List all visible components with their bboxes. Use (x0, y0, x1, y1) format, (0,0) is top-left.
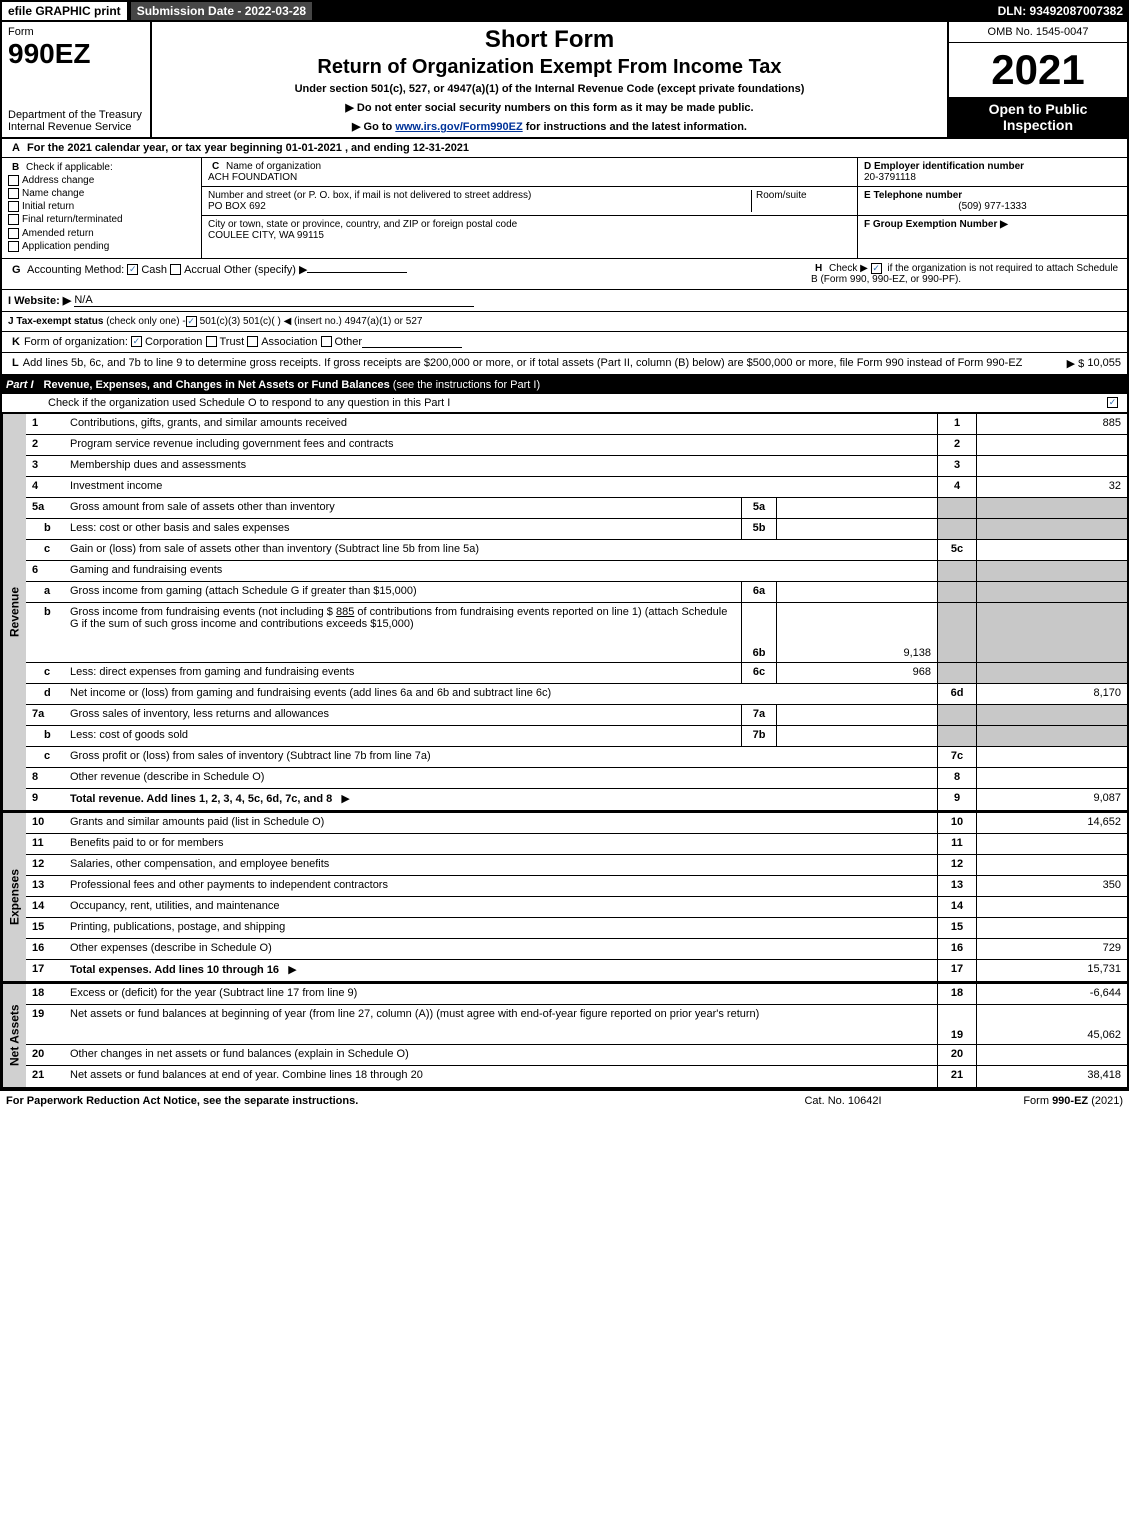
gross-receipts: 10,055 (1087, 357, 1121, 370)
revenue-side-label: Revenue (2, 414, 26, 810)
val-16: 729 (977, 939, 1127, 959)
chk-name[interactable] (8, 188, 19, 199)
expenses-table: Expenses 10Grants and similar amounts pa… (0, 812, 1129, 983)
chk-501c3[interactable]: ✓ (186, 316, 197, 327)
form-number: 990EZ (8, 38, 91, 69)
val-5c (977, 540, 1127, 560)
subtitle: Under section 501(c), 527, or 4947(a)(1)… (160, 83, 939, 95)
expenses-side-label: Expenses (2, 813, 26, 981)
chk-pending[interactable] (8, 241, 19, 252)
department: Department of the Treasury Internal Reve… (8, 109, 144, 133)
row-k: K Form of organization: ✓Corporation Tru… (0, 332, 1129, 353)
phone: (509) 977-1333 (864, 201, 1121, 212)
chk-cash[interactable]: ✓ (127, 264, 138, 275)
instruction-1: ▶ Do not enter social security numbers o… (160, 101, 939, 114)
val-1: 885 (977, 414, 1127, 434)
main-title: Return of Organization Exempt From Incom… (160, 56, 939, 79)
val-17: 15,731 (977, 960, 1127, 981)
omb-number: OMB No. 1545-0047 (949, 22, 1127, 43)
revenue-table: Revenue 1Contributions, gifts, grants, a… (0, 413, 1129, 812)
check-column: B Check if applicable: Address change Na… (2, 158, 202, 258)
org-name: ACH FOUNDATION (208, 172, 297, 183)
row-gh: G Accounting Method: ✓Cash Accrual Other… (0, 259, 1129, 290)
val-6d: 8,170 (977, 684, 1127, 704)
chk-corp[interactable]: ✓ (131, 336, 142, 347)
period-row: A For the 2021 calendar year, or tax yea… (0, 139, 1129, 158)
chk-final[interactable] (8, 214, 19, 225)
top-bar: efile GRAPHIC print Submission Date - 20… (0, 0, 1129, 22)
netassets-side-label: Net Assets (2, 984, 26, 1087)
part-1-bar: Part I Revenue, Expenses, and Changes in… (0, 376, 1129, 394)
val-6c: 968 (777, 663, 937, 683)
irs-link[interactable]: www.irs.gov/Form990EZ (395, 121, 522, 133)
val-4: 32 (977, 477, 1127, 497)
val-8 (977, 768, 1127, 788)
info-grid: B Check if applicable: Address change Na… (0, 158, 1129, 259)
org-address: PO BOX 692 (208, 201, 266, 212)
val-18: -6,644 (977, 984, 1127, 1004)
val-2 (977, 435, 1127, 455)
website: N/A (74, 294, 474, 307)
val-21: 38,418 (977, 1066, 1127, 1087)
submission-date: Submission Date - 2022-03-28 (129, 0, 314, 22)
row-l: L Add lines 5b, 6c, and 7b to line 9 to … (0, 353, 1129, 376)
row-i: I Website: ▶ N/A (0, 290, 1129, 312)
chk-trust[interactable] (206, 336, 217, 347)
chk-accrual[interactable] (170, 264, 181, 275)
val-3 (977, 456, 1127, 476)
val-6b: 9,138 (777, 603, 937, 662)
row-j: J Tax-exempt status (check only one) - ✓… (0, 312, 1129, 332)
val-14 (977, 897, 1127, 917)
chk-address[interactable] (8, 175, 19, 186)
form-word: Form (8, 26, 34, 38)
short-form-title: Short Form (160, 26, 939, 54)
chk-amended[interactable] (8, 228, 19, 239)
dln: DLN: 93492087007382 (992, 0, 1129, 22)
netassets-table: Net Assets 18Excess or (deficit) for the… (0, 983, 1129, 1089)
tax-year: 2021 (949, 43, 1127, 97)
chk-sched-o[interactable]: ✓ (1107, 397, 1118, 408)
footer: For Paperwork Reduction Act Notice, see … (0, 1089, 1129, 1111)
val-12 (977, 855, 1127, 875)
val-10: 14,652 (977, 813, 1127, 833)
open-inspection: Open to Public Inspection (949, 97, 1127, 137)
name-column: C Name of organization ACH FOUNDATION Nu… (202, 158, 857, 258)
val-20 (977, 1045, 1127, 1065)
ein: 20-3791118 (864, 172, 916, 183)
chk-initial[interactable] (8, 201, 19, 212)
val-11 (977, 834, 1127, 854)
part1-check: Check if the organization used Schedule … (0, 394, 1129, 413)
val-13: 350 (977, 876, 1127, 896)
form-header: Form 990EZ Department of the Treasury In… (0, 22, 1129, 139)
org-city: COULEE CITY, WA 99115 (208, 230, 324, 241)
val-9: 9,087 (977, 789, 1127, 810)
right-column: D Employer identification number20-37911… (857, 158, 1127, 258)
efile-label: efile GRAPHIC print (0, 0, 129, 22)
instruction-2: ▶ Go to www.irs.gov/Form990EZ for instru… (160, 120, 939, 133)
chk-other[interactable] (321, 336, 332, 347)
val-15 (977, 918, 1127, 938)
chk-assoc[interactable] (247, 336, 258, 347)
val-19: 45,062 (977, 1005, 1127, 1044)
val-7c (977, 747, 1127, 767)
chk-h[interactable]: ✓ (871, 263, 882, 274)
